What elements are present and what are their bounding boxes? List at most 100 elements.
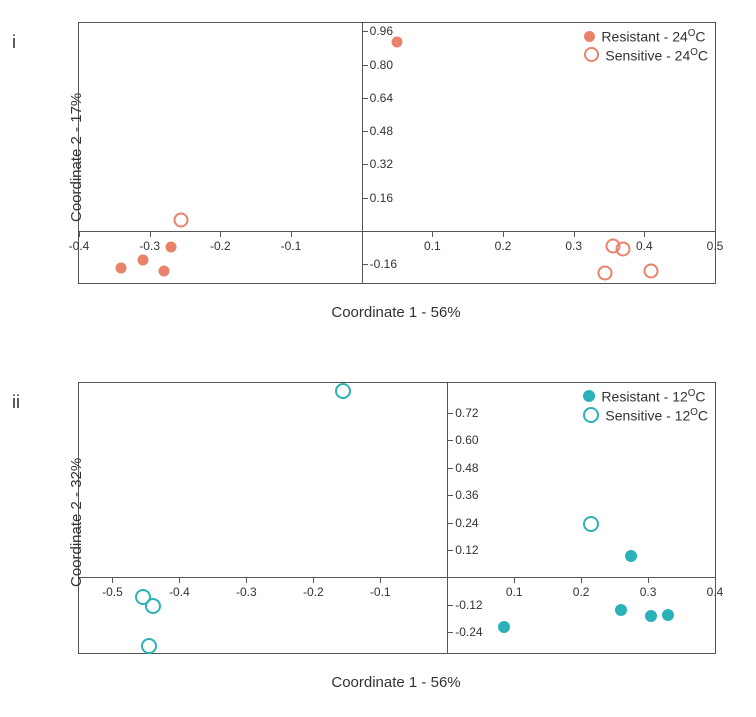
x-tick-label: -0.3 [236,585,257,599]
x-tick [715,231,716,237]
data-point [392,36,403,47]
x-tick [644,231,645,237]
x-tick [179,577,180,583]
data-point [137,255,148,266]
x-tick [648,577,649,583]
y-tick [362,65,368,66]
data-point [625,550,637,562]
panel-label: i [12,32,16,53]
data-point [583,516,599,532]
legend-marker-icon [584,47,599,62]
x-tick-label: -0.1 [281,239,302,253]
legend-label: Sensitive - 24OC [605,47,708,64]
panel-i: i-0.4-0.3-0.2-0.10.10.20.30.40.5-0.160.1… [58,10,728,315]
y-tick-label: 0.60 [455,433,478,447]
data-point [165,241,176,252]
x-tick-label: -0.1 [370,585,391,599]
data-point [158,265,169,276]
x-tick [581,577,582,583]
y-tick [447,523,453,524]
y-tick-label: 0.32 [370,157,393,171]
legend-item: Sensitive - 24OC [584,47,708,64]
legend-label: Sensitive - 12OC [605,407,708,424]
x-tick [574,231,575,237]
y-tick [362,198,368,199]
y-tick-label: 0.16 [370,191,393,205]
x-tick [291,231,292,237]
data-point [598,265,613,280]
data-point [644,263,659,278]
y-tick [362,164,368,165]
x-tick [514,577,515,583]
legend-marker-icon [583,407,599,423]
y-tick [447,550,453,551]
legend-item: Resistant - 24OC [584,28,708,45]
y-axis-zero-line [362,23,363,283]
x-tick-label: 0.5 [707,239,724,253]
y-tick [447,605,453,606]
data-point [645,610,657,622]
panel-ii: ii-0.5-0.4-0.3-0.2-0.10.10.20.30.4-0.24-… [58,370,728,690]
x-tick [380,577,381,583]
y-tick-label: -0.24 [455,625,482,639]
legend-label: Resistant - 24OC [601,28,705,45]
y-tick-label: 0.72 [455,406,478,420]
y-axis-zero-line [447,383,448,653]
x-axis-title: Coordinate 1 - 56% [331,304,460,321]
legend: Resistant - 12OC Sensitive - 12OC [583,388,708,425]
legend: Resistant - 24OC Sensitive - 24OC [584,28,708,65]
y-tick-label: 0.64 [370,91,393,105]
data-point [662,609,674,621]
x-tick-label: 0.2 [573,585,590,599]
x-axis-zero-line [79,231,715,232]
y-tick [362,264,368,265]
data-point [616,241,631,256]
y-tick [447,468,453,469]
y-axis-title: Coordinate 2 - 32% [68,458,85,587]
y-tick [362,131,368,132]
x-tick [432,231,433,237]
y-tick-label: 0.36 [455,488,478,502]
x-tick [715,577,716,583]
y-tick [362,98,368,99]
data-point [498,621,510,633]
x-tick-label: 0.4 [707,585,724,599]
x-tick [246,577,247,583]
panel-label: ii [12,392,20,413]
y-tick-label: -0.12 [455,598,482,612]
data-point [174,212,189,227]
y-tick-label: 0.48 [455,461,478,475]
y-tick-label: 0.96 [370,24,393,38]
x-axis-title: Coordinate 1 - 56% [331,674,460,691]
data-point [141,638,157,654]
legend-label: Resistant - 12OC [601,388,705,405]
legend-marker-icon [584,31,595,42]
x-tick [79,231,80,237]
x-tick-label: -0.2 [210,239,231,253]
scatter-figure: i-0.4-0.3-0.2-0.10.10.20.30.40.5-0.160.1… [10,10,746,707]
x-tick-label: 0.1 [506,585,523,599]
y-tick [447,495,453,496]
y-tick-label: 0.80 [370,58,393,72]
y-tick [447,440,453,441]
data-point [145,598,161,614]
x-tick-label: 0.1 [424,239,441,253]
x-tick-label: -0.4 [69,239,90,253]
data-point [615,604,627,616]
x-tick-label: 0.4 [636,239,653,253]
legend-item: Sensitive - 12OC [583,407,708,424]
x-tick [150,231,151,237]
x-tick [503,231,504,237]
y-tick-label: 0.48 [370,124,393,138]
y-tick [447,632,453,633]
y-tick-label: 0.24 [455,516,478,530]
x-tick-label: 0.2 [495,239,512,253]
x-axis-zero-line [79,577,715,578]
x-tick [220,231,221,237]
y-tick [447,413,453,414]
x-tick [112,577,113,583]
y-tick [362,31,368,32]
x-tick-label: 0.3 [640,585,657,599]
x-tick-label: -0.4 [169,585,190,599]
x-tick-label: -0.3 [139,239,160,253]
